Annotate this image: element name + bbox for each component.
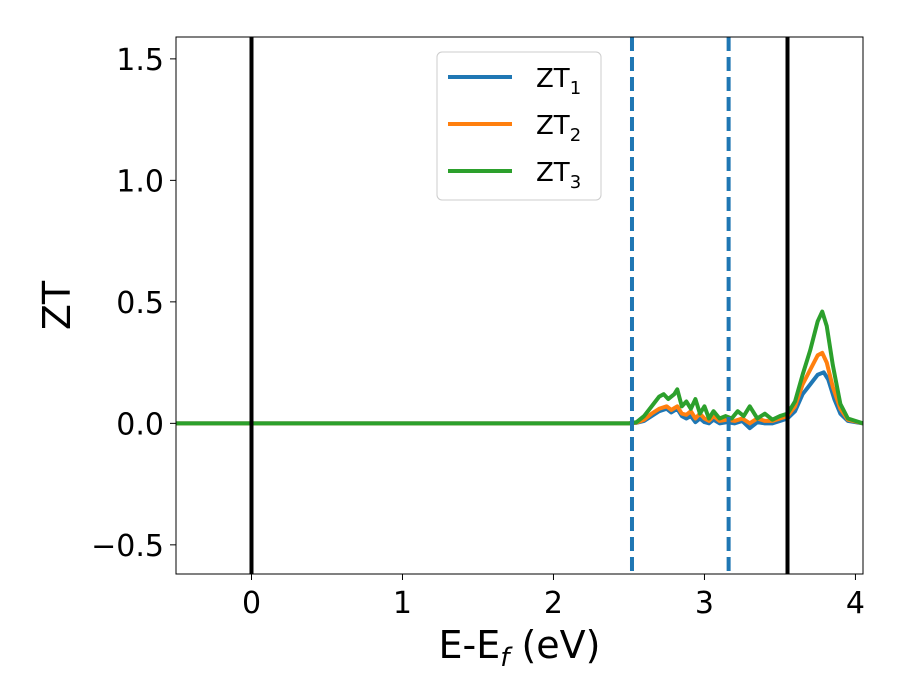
x-tick-label: 1	[393, 586, 412, 621]
legend-label-1: ZT1	[536, 64, 581, 99]
y-tick-label: 0.0	[116, 407, 164, 442]
y-tick-label: 1.0	[116, 164, 164, 199]
x-tick-label: 0	[242, 586, 261, 621]
x-tick-label: 2	[544, 586, 563, 621]
y-tick-label: 0.5	[116, 286, 164, 321]
x-tick-label: 4	[846, 586, 865, 621]
y-axis-label: ZT	[35, 280, 79, 330]
legend: ZT1 ZT2 ZT3	[436, 51, 602, 201]
x-axis-label: E-Ef (eV)	[439, 623, 601, 673]
axes-frame	[175, 36, 864, 575]
series-line-zt2	[176, 350, 863, 426]
x-tick-label: 3	[695, 586, 714, 621]
plot-area	[176, 37, 863, 574]
legend-box	[436, 51, 602, 201]
legend-label-3: ZT3	[536, 158, 581, 193]
series-line-zt3	[176, 309, 863, 426]
y-tick-label: −0.5	[91, 529, 164, 564]
legend-label-2: ZT2	[536, 111, 581, 146]
y-tick-label: 1.5	[116, 43, 164, 78]
